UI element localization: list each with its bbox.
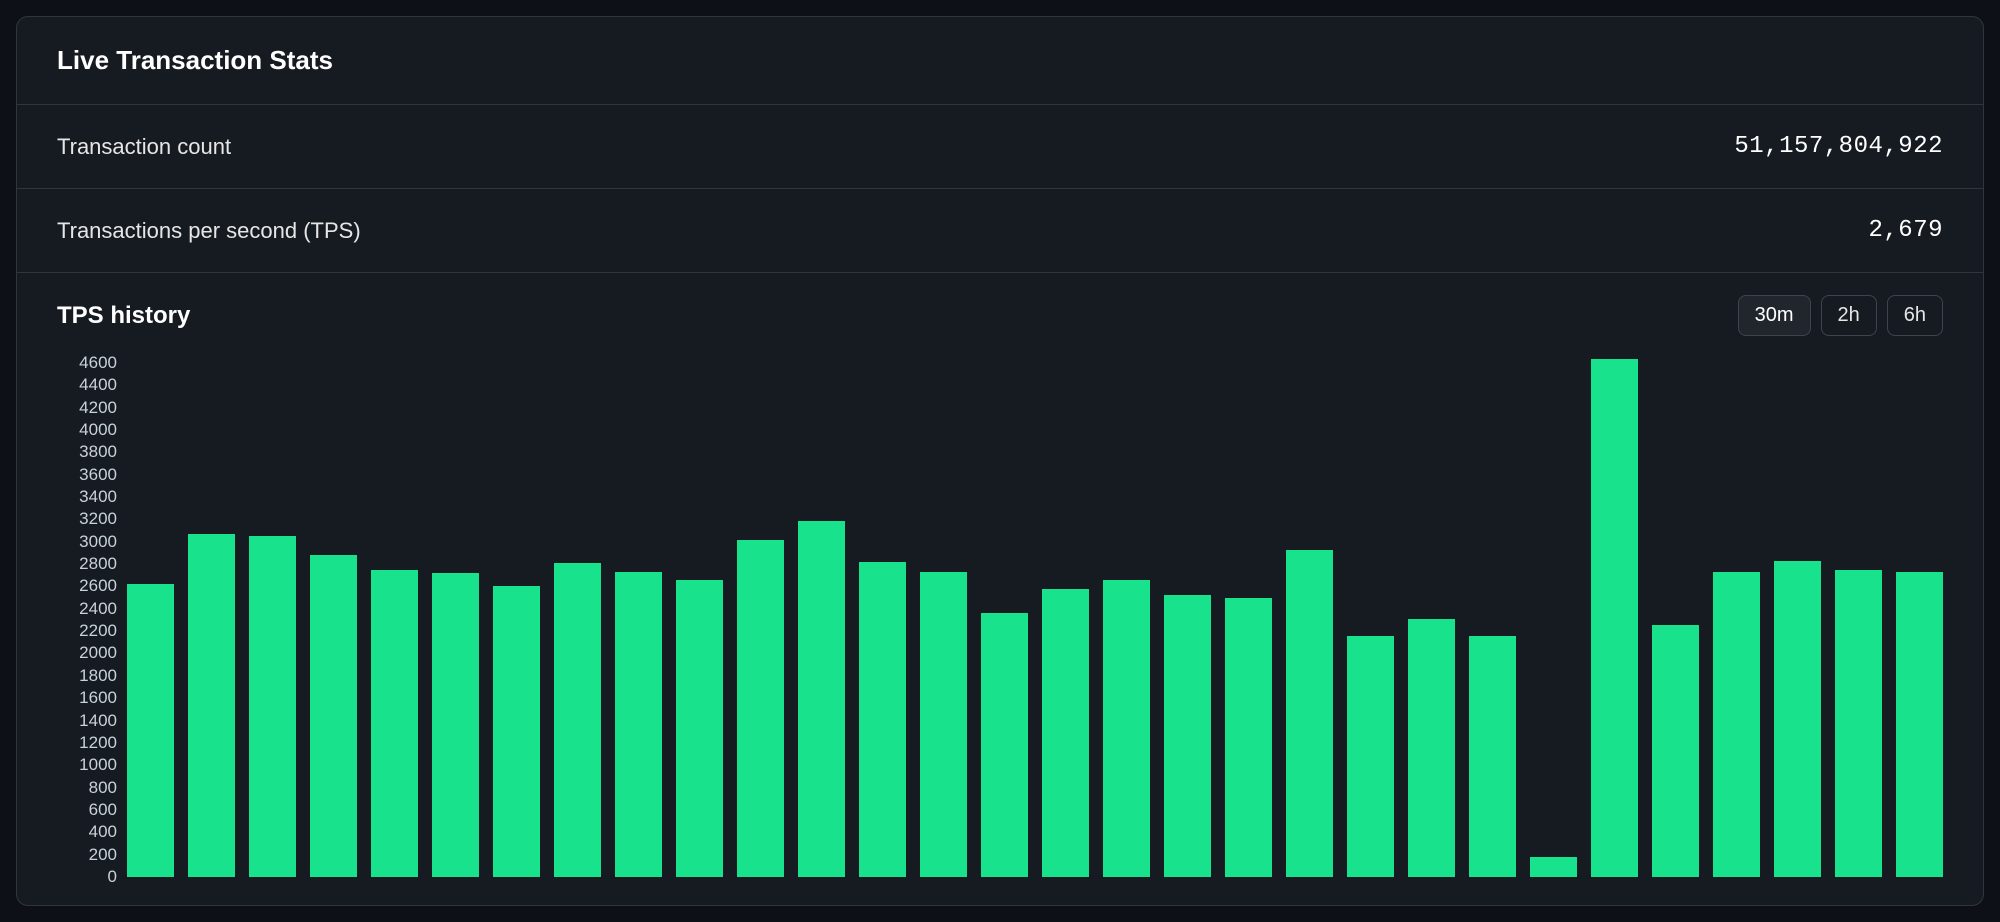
chart-bar — [676, 580, 723, 877]
chart-y-tick: 3200 — [79, 510, 117, 527]
chart-y-tick: 0 — [108, 868, 117, 885]
range-button-6h[interactable]: 6h — [1887, 295, 1943, 336]
history-title: TPS history — [57, 302, 190, 330]
stat-row-tps: Transactions per second (TPS) 2,679 — [17, 189, 1983, 273]
chart-bar — [1408, 619, 1455, 877]
chart-y-tick: 3400 — [79, 488, 117, 505]
chart-y-tick: 2000 — [79, 644, 117, 661]
chart-bar — [1103, 580, 1150, 877]
chart-y-tick: 2200 — [79, 622, 117, 639]
chart-y-tick: 4600 — [79, 354, 117, 371]
chart-bar — [1652, 625, 1699, 877]
chart-bar — [1774, 561, 1821, 877]
chart-y-tick: 3000 — [79, 533, 117, 550]
chart-y-tick: 4400 — [79, 376, 117, 393]
chart-bar — [798, 521, 845, 877]
chart-bar — [859, 562, 906, 877]
chart-bar — [1042, 589, 1089, 877]
chart-bars — [127, 354, 1943, 885]
range-button-2h[interactable]: 2h — [1821, 295, 1877, 336]
chart-bar — [1530, 857, 1577, 877]
card-header: Live Transaction Stats — [17, 17, 1983, 105]
chart-y-tick: 3600 — [79, 466, 117, 483]
chart-y-axis: 4600440042004000380036003400320030002800… — [57, 354, 127, 885]
chart-bar — [1164, 595, 1211, 877]
chart-y-tick: 600 — [89, 801, 117, 818]
card-title: Live Transaction Stats — [57, 45, 1943, 76]
chart-y-tick: 1000 — [79, 756, 117, 773]
chart-y-tick: 2400 — [79, 600, 117, 617]
chart-y-tick: 200 — [89, 846, 117, 863]
chart-y-tick: 3800 — [79, 443, 117, 460]
tps-history-chart: 4600440042004000380036003400320030002800… — [17, 336, 1983, 905]
range-button-group: 30m 2h 6h — [1738, 295, 1943, 336]
chart-bar — [554, 563, 601, 877]
chart-y-tick: 2600 — [79, 577, 117, 594]
chart-y-tick: 1400 — [79, 712, 117, 729]
stat-value: 2,679 — [1868, 217, 1943, 244]
range-button-30m[interactable]: 30m — [1738, 295, 1811, 336]
chart-bar — [127, 584, 174, 877]
chart-bar — [371, 570, 418, 877]
chart-bar — [1469, 636, 1516, 877]
chart-bar — [1225, 598, 1272, 877]
chart-bar — [1896, 572, 1943, 877]
chart-bar — [1835, 570, 1882, 877]
chart-bar — [1713, 572, 1760, 877]
chart-y-tick: 2800 — [79, 555, 117, 572]
stats-card: Live Transaction Stats Transaction count… — [16, 16, 1984, 906]
history-header: TPS history 30m 2h 6h — [17, 273, 1983, 336]
stat-label: Transaction count — [57, 134, 231, 160]
chart-y-tick: 4200 — [79, 399, 117, 416]
chart-y-tick: 1800 — [79, 667, 117, 684]
chart-y-tick: 4000 — [79, 421, 117, 438]
chart-bar — [615, 572, 662, 877]
chart-y-tick: 800 — [89, 779, 117, 796]
chart-bar — [737, 540, 784, 877]
chart-bar — [493, 586, 540, 877]
chart-bar — [1591, 359, 1638, 877]
stat-label: Transactions per second (TPS) — [57, 218, 361, 244]
chart-bar — [432, 573, 479, 877]
chart-bar — [1347, 636, 1394, 877]
chart-bar — [310, 555, 357, 877]
chart-y-tick: 1600 — [79, 689, 117, 706]
chart-y-tick: 1200 — [79, 734, 117, 751]
stat-row-transaction-count: Transaction count 51,157,804,922 — [17, 105, 1983, 189]
chart-bar — [920, 572, 967, 877]
chart-bar — [249, 536, 296, 877]
chart-y-tick: 400 — [89, 823, 117, 840]
chart-bar — [1286, 550, 1333, 877]
chart-bar — [981, 613, 1028, 877]
stat-value: 51,157,804,922 — [1734, 133, 1943, 160]
chart-bar — [188, 534, 235, 877]
